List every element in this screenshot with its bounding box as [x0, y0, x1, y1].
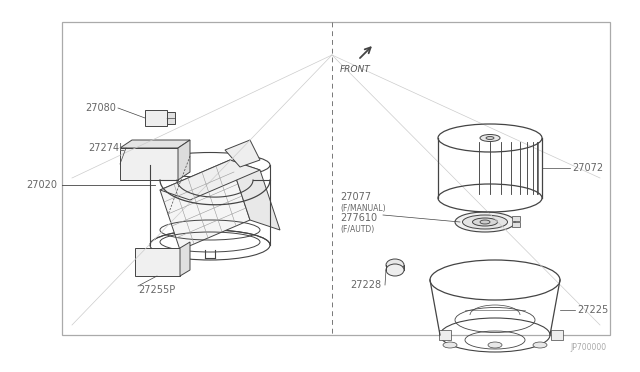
Bar [167, 112, 175, 124]
Text: 27255P: 27255P [138, 285, 175, 295]
Ellipse shape [455, 212, 515, 232]
Text: (F/MANUAL): (F/MANUAL) [340, 204, 386, 213]
Text: 277610: 277610 [340, 213, 377, 223]
Text: 27228: 27228 [350, 280, 381, 290]
Text: 27080: 27080 [85, 103, 116, 113]
Text: (F/AUTD): (F/AUTD) [340, 225, 374, 234]
Ellipse shape [463, 215, 508, 229]
Polygon shape [225, 140, 260, 167]
Text: JP700000: JP700000 [571, 343, 607, 352]
Bar [511, 222, 520, 227]
Text: 27072: 27072 [572, 163, 603, 173]
Polygon shape [120, 140, 190, 148]
Ellipse shape [480, 135, 500, 141]
Ellipse shape [443, 342, 457, 348]
Polygon shape [230, 160, 280, 230]
Text: 27077: 27077 [340, 192, 371, 202]
Polygon shape [180, 242, 190, 276]
Text: FRONT: FRONT [340, 65, 371, 74]
Bar [135, 248, 180, 276]
Bar [511, 216, 520, 221]
Bar [62, 22, 610, 335]
Ellipse shape [386, 264, 404, 276]
Text: 27020: 27020 [26, 180, 57, 190]
Bar [120, 148, 178, 180]
Bar [551, 330, 563, 340]
Ellipse shape [533, 342, 547, 348]
Polygon shape [160, 160, 260, 200]
Ellipse shape [472, 218, 497, 226]
Ellipse shape [480, 220, 490, 224]
Bar [439, 330, 451, 340]
Ellipse shape [486, 137, 494, 140]
Bar [145, 110, 167, 126]
Polygon shape [160, 160, 250, 250]
Ellipse shape [488, 342, 502, 348]
Polygon shape [178, 140, 190, 180]
Text: 27225: 27225 [577, 305, 608, 315]
Ellipse shape [386, 259, 404, 271]
Text: 27274L: 27274L [88, 143, 125, 153]
